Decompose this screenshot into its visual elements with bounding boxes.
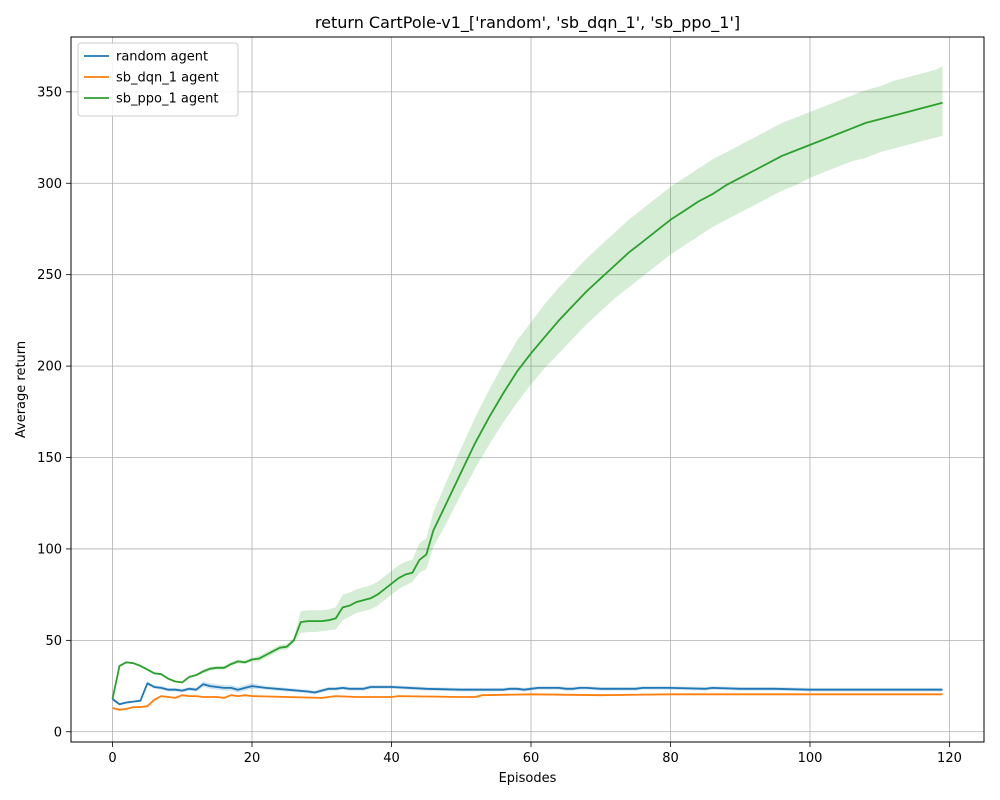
series-line [112,693,943,711]
series-line [111,682,943,706]
x-axis-label: Episodes [499,771,557,786]
legend: random agent sb_dqn_1 agent sb_ppo_1 agent [77,42,239,117]
x-tick-label: 20 [244,751,261,766]
y-tick-label: 50 [45,634,62,649]
y-axis-label: Average return [14,341,29,438]
grid [71,37,984,742]
chart-title: return CartPole-v1_['random', 'sb_dqn_1'… [315,13,740,33]
plot-frame [70,36,985,743]
x-tick-label: 100 [798,751,823,766]
x-tick-label: 0 [108,751,116,766]
series-band [112,681,943,706]
legend-box [77,42,239,117]
legend-entry: sb_dqn_1 agent [116,71,219,86]
y-axis-ticks: 0 50 100 150 200 250 300 350 [37,85,71,740]
x-tick-label: 120 [937,751,962,766]
x-tick-label: 80 [662,751,679,766]
legend-entry: sb_ppo_1 agent [116,92,218,107]
x-tick-label: 60 [523,751,540,766]
y-tick-label: 150 [37,451,62,466]
series-band [112,66,943,701]
x-tick-label: 40 [383,751,400,766]
y-tick-label: 100 [37,542,62,557]
x-axis-ticks: 0 20 40 60 80 100 120 [108,742,962,766]
series-lines [111,101,943,711]
legend-entry: random agent [116,50,208,65]
y-tick-label: 250 [37,268,62,283]
y-tick-label: 300 [37,177,62,192]
y-tick-label: 0 [54,725,62,740]
series-line [111,101,943,700]
y-tick-label: 200 [37,360,62,375]
y-tick-label: 350 [37,85,62,100]
